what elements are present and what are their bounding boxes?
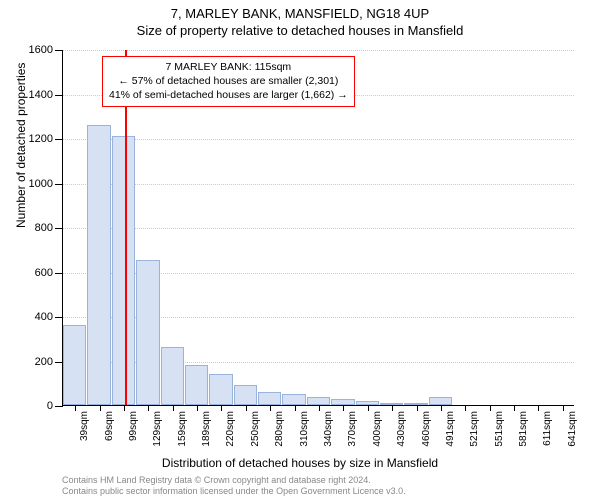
x-tick-label: 491sqm [445,411,456,447]
histogram-bar [209,374,232,405]
x-tick-label: 521sqm [469,411,480,447]
x-tick-label: 460sqm [421,411,432,447]
x-tick-label: 220sqm [225,411,236,447]
x-tick-label: 250sqm [250,411,261,447]
x-tick [197,405,198,411]
x-tick-label: 39sqm [79,411,90,441]
x-tick-label: 129sqm [152,411,163,447]
histogram-bar [429,397,452,405]
x-tick-label: 189sqm [201,411,212,447]
histogram-bar [136,260,159,405]
x-tick [490,405,491,411]
y-tick-label: 600 [35,267,63,279]
x-tick [417,405,418,411]
x-tick-label: 280sqm [274,411,285,447]
x-tick [270,405,271,411]
x-tick [124,405,125,411]
histogram-bar [161,347,184,405]
y-tick-label: 1000 [29,178,63,190]
y-tick-label: 400 [35,311,63,323]
x-tick-label: 310sqm [299,411,310,447]
footer-line-2: Contains public sector information licen… [62,486,406,497]
title-block: 7, MARLEY BANK, MANSFIELD, NG18 4UP Size… [0,0,600,38]
gridline [63,50,574,51]
x-tick [75,405,76,411]
chart-subtitle: Size of property relative to detached ho… [0,23,600,38]
x-tick-label: 400sqm [372,411,383,447]
x-tick [295,405,296,411]
y-tick-label: 1400 [29,89,63,101]
gridline [63,228,574,229]
histogram-bar [63,325,86,405]
x-tick-label: 99sqm [128,411,139,441]
address-line: 7, MARLEY BANK, MANSFIELD, NG18 4UP [0,6,600,21]
x-tick [514,405,515,411]
x-tick [173,405,174,411]
histogram-bar [234,385,257,405]
gridline [63,184,574,185]
histogram-bar [282,394,305,405]
x-tick-label: 69sqm [104,411,115,441]
x-tick [563,405,564,411]
x-tick [465,405,466,411]
x-tick-label: 641sqm [567,411,578,447]
histogram-bar [87,125,110,405]
histogram-bar [307,397,330,405]
y-axis-title: Number of detached properties [14,63,28,228]
footer-attribution: Contains HM Land Registry data © Crown c… [62,475,406,497]
x-tick [368,405,369,411]
gridline [63,139,574,140]
x-tick-label: 611sqm [542,411,553,446]
histogram-bar [112,136,135,405]
x-tick-label: 340sqm [323,411,334,447]
x-tick-label: 370sqm [347,411,358,447]
histogram-bar [258,392,281,405]
x-tick [319,405,320,411]
x-axis-title: Distribution of detached houses by size … [0,456,600,470]
y-tick-label: 1200 [29,133,63,145]
x-tick [221,405,222,411]
histogram-bar [185,365,208,405]
x-tick-label: 159sqm [177,411,188,447]
x-tick [246,405,247,411]
x-tick [343,405,344,411]
x-tick [148,405,149,411]
x-tick [441,405,442,411]
x-tick [100,405,101,411]
y-tick-label: 0 [47,400,63,412]
x-tick-label: 551sqm [494,411,505,447]
x-tick-label: 581sqm [518,411,529,447]
callout-line-1: 7 MARLEY BANK: 115sqm [109,60,348,74]
chart-container: 7, MARLEY BANK, MANSFIELD, NG18 4UP Size… [0,0,600,500]
y-tick-label: 800 [35,222,63,234]
x-tick [538,405,539,411]
y-tick-label: 1600 [29,44,63,56]
x-tick [392,405,393,411]
callout-line-2: ← 57% of detached houses are smaller (2,… [109,74,348,88]
x-tick-label: 430sqm [396,411,407,447]
chart-area: 0200400600800100012001400160039sqm69sqm9… [62,50,574,406]
marker-callout: 7 MARLEY BANK: 115sqm ← 57% of detached … [102,56,355,107]
footer-line-1: Contains HM Land Registry data © Crown c… [62,475,406,486]
callout-line-3: 41% of semi-detached houses are larger (… [109,88,348,102]
y-tick-label: 200 [35,356,63,368]
